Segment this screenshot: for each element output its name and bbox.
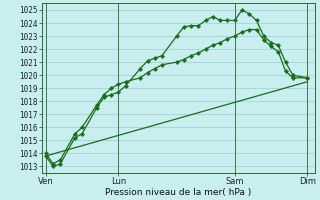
X-axis label: Pression niveau de la mer( hPa ): Pression niveau de la mer( hPa ) xyxy=(105,188,252,197)
